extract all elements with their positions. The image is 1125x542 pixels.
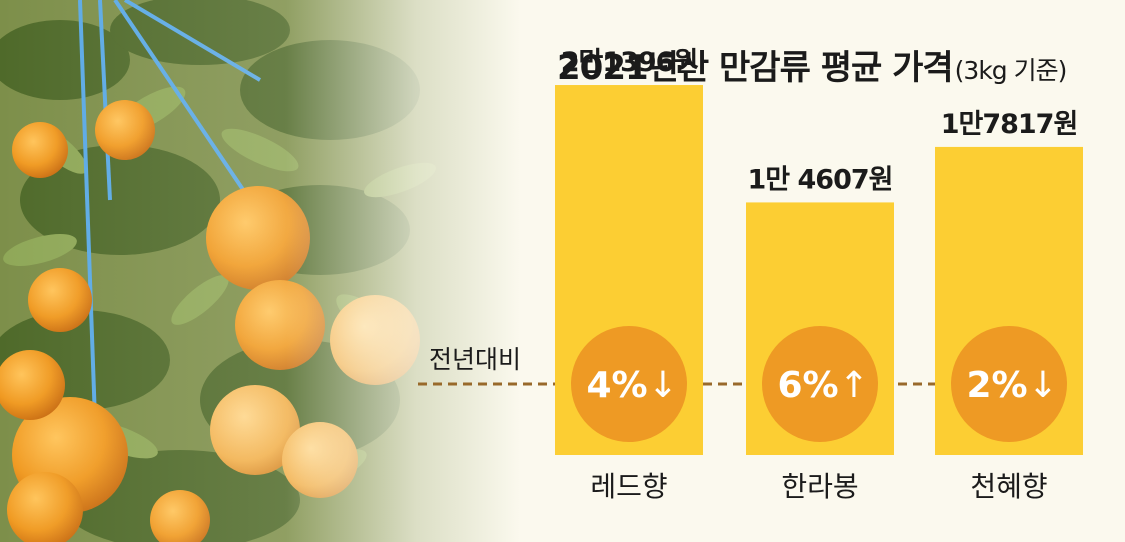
category-label-2: 한라봉 <box>781 470 858 503</box>
change-percent-2: 6% <box>777 365 838 406</box>
chart-title: 2021년산 만감류 평균 가격(3kg 기준) <box>557 40 1068 89</box>
category-label-3: 천혜향 <box>970 470 1047 503</box>
arrow-down-icon-3: ↓ <box>1028 365 1058 406</box>
arrow-down-icon-1: ↓ <box>648 365 678 406</box>
change-percent-1: 4% <box>586 365 647 406</box>
bar-value-label-2: 1만 4607원 <box>747 164 892 195</box>
bar-value-label-1: 2만1396원 <box>561 47 698 78</box>
change-circle-2 <box>762 326 878 442</box>
bar-value-label-3: 1만7817원 <box>941 109 1078 140</box>
change-circle-1 <box>571 326 687 442</box>
citrus-tree-photo <box>0 0 520 542</box>
arrow-up-icon-2: ↑ <box>839 365 869 406</box>
chart-title-unit: (3kg 기준) <box>954 56 1068 85</box>
category-label-1: 레드향 <box>590 470 667 503</box>
change-percent-3: 2% <box>966 365 1027 406</box>
change-label: 전년대비 <box>429 345 521 374</box>
change-circle-3 <box>951 326 1067 442</box>
chart-title-main: 2021년산 만감류 평균 가격 <box>557 48 954 88</box>
